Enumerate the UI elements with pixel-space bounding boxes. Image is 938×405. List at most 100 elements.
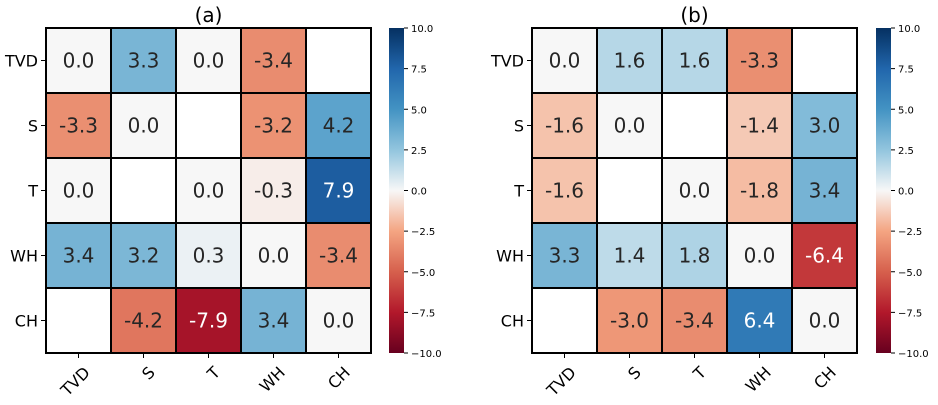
heatmap-cell <box>110 92 177 159</box>
colorbar-tick-label: 2.5 <box>411 146 427 157</box>
cell-value-label: 1.4 <box>614 244 646 268</box>
chart-title: (b) <box>680 3 708 27</box>
colorbar-tick-label: −7.5 <box>411 308 435 319</box>
cell-value-label: -1.6 <box>545 114 584 138</box>
x-tick-label: WH <box>742 363 775 396</box>
heatmap-cell <box>175 92 242 159</box>
cell-value-label: -3.0 <box>610 309 649 333</box>
cell-value-label: -6.4 <box>805 244 844 268</box>
colorbar-tick-label: −2.5 <box>898 227 922 238</box>
heatmap-cell <box>240 287 307 354</box>
cell-value-label: 0.0 <box>63 49 95 73</box>
cell-value-label: -7.9 <box>189 309 228 333</box>
heatmap-cell <box>175 157 242 224</box>
x-tick-label: S <box>138 363 159 384</box>
cell-value-label: 0.0 <box>128 114 160 138</box>
cell-value-label: -0.3 <box>254 179 293 203</box>
heatmap-cell <box>791 27 858 94</box>
cell-value-label: 4.2 <box>323 114 355 138</box>
heatmap-cell <box>175 287 242 354</box>
heatmap-cell <box>110 157 177 224</box>
cell-value-label: 0.0 <box>549 49 581 73</box>
heatmap-cell <box>791 92 858 159</box>
x-tick-label: T <box>689 363 710 384</box>
colorbar-tick-label: 10.0 <box>898 24 920 35</box>
heatmap-cell <box>791 222 858 289</box>
heatmap-cell <box>726 27 793 94</box>
cell-value-label: 0.0 <box>744 244 776 268</box>
x-tick-label: TVD <box>56 363 94 401</box>
colorbar <box>389 28 404 353</box>
heatmap-cell <box>661 287 728 354</box>
cell-value-label: 0.0 <box>63 179 95 203</box>
colorbar-tick-label: 5.0 <box>411 105 427 116</box>
heatmap-cell <box>305 222 372 289</box>
heatmap-cell <box>531 287 598 354</box>
heatmap-cell <box>596 287 663 354</box>
cell-value-label: 3.3 <box>549 244 581 268</box>
cell-value-label: 0.0 <box>193 49 225 73</box>
cell-value-label: 3.4 <box>258 309 290 333</box>
cell-value-label: 3.3 <box>128 49 160 73</box>
heatmap-cell <box>305 157 372 224</box>
cell-value-label: 0.3 <box>193 244 225 268</box>
cell-value-label: 1.8 <box>679 244 711 268</box>
colorbar <box>876 28 891 353</box>
heatmap-cell <box>791 157 858 224</box>
colorbar-tick-label: 5.0 <box>898 105 914 116</box>
cell-value-label: 0.0 <box>258 244 290 268</box>
cell-value-label: -1.6 <box>545 179 584 203</box>
heatmap-cell <box>305 92 372 159</box>
cell-value-label: -1.4 <box>740 114 779 138</box>
cell-value-label: 6.4 <box>744 309 776 333</box>
cell-value-label: 0.0 <box>614 114 646 138</box>
cell-value-label: 0.0 <box>809 309 841 333</box>
heatmap-cell <box>726 222 793 289</box>
y-tick-label: TVD <box>4 52 38 71</box>
colorbar-tick-label: −10.0 <box>898 349 929 360</box>
cell-value-label: -3.4 <box>319 244 358 268</box>
cell-value-label: -1.8 <box>740 179 779 203</box>
heatmap-cell <box>661 92 728 159</box>
heatmap-cell <box>791 287 858 354</box>
cell-value-label: -4.2 <box>124 309 163 333</box>
heatmap-cell <box>305 27 372 94</box>
colorbar-tick-label: 0.0 <box>898 187 914 198</box>
colorbar-tick-label: −10.0 <box>411 349 442 360</box>
colorbar-tick-label: −5.0 <box>898 268 922 279</box>
x-tick-label: TVD <box>542 363 580 401</box>
heatmap-cell <box>726 92 793 159</box>
cell-value-label: -3.2 <box>254 114 293 138</box>
colorbar-tick-label: −5.0 <box>411 268 435 279</box>
y-tick-label: WH <box>10 247 38 266</box>
y-tick-label: T <box>513 182 524 201</box>
chart-title: (a) <box>195 3 223 27</box>
cell-value-label: 1.6 <box>679 49 711 73</box>
heatmap-cell <box>240 222 307 289</box>
colorbar-tick-label: 7.5 <box>411 65 427 76</box>
cell-value-label: 3.0 <box>809 114 841 138</box>
cell-value-label: -3.3 <box>59 114 98 138</box>
cell-value-label: 0.0 <box>193 179 225 203</box>
colorbar-tick-label: 0.0 <box>411 187 427 198</box>
x-tick-label: CH <box>324 363 354 393</box>
heatmap-cell <box>305 287 372 354</box>
x-tick-label: WH <box>256 363 289 396</box>
colorbar-tick-label: 7.5 <box>898 65 914 76</box>
cell-value-label: 1.6 <box>614 49 646 73</box>
colorbar-tick-label: 10.0 <box>411 24 433 35</box>
colorbar-tick-label: 2.5 <box>898 146 914 157</box>
colorbar-tick-label: −2.5 <box>411 227 435 238</box>
x-tick-label: T <box>203 363 224 384</box>
y-tick-label: S <box>28 117 38 136</box>
cell-value-label: -3.4 <box>675 309 714 333</box>
heatmap-cell <box>110 27 177 94</box>
y-tick-label: CH <box>15 312 38 331</box>
cell-value-label: 3.4 <box>63 244 95 268</box>
heatmap-cell <box>596 92 663 159</box>
heatmap-cell <box>596 222 663 289</box>
cell-value-label: 3.2 <box>128 244 160 268</box>
y-tick-label: TVD <box>490 52 524 71</box>
